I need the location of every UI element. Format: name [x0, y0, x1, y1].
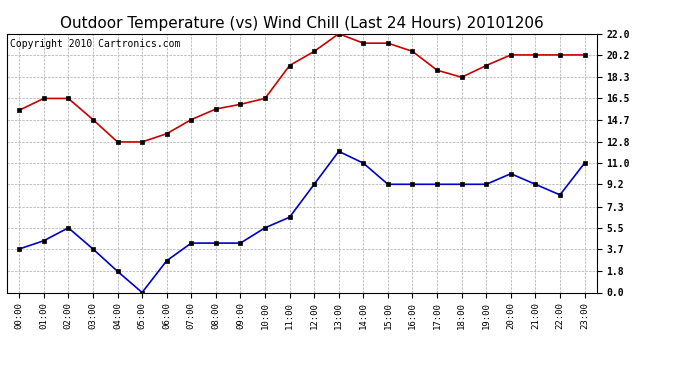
Text: Copyright 2010 Cartronics.com: Copyright 2010 Cartronics.com	[10, 39, 180, 49]
Title: Outdoor Temperature (vs) Wind Chill (Last 24 Hours) 20101206: Outdoor Temperature (vs) Wind Chill (Las…	[60, 16, 544, 31]
